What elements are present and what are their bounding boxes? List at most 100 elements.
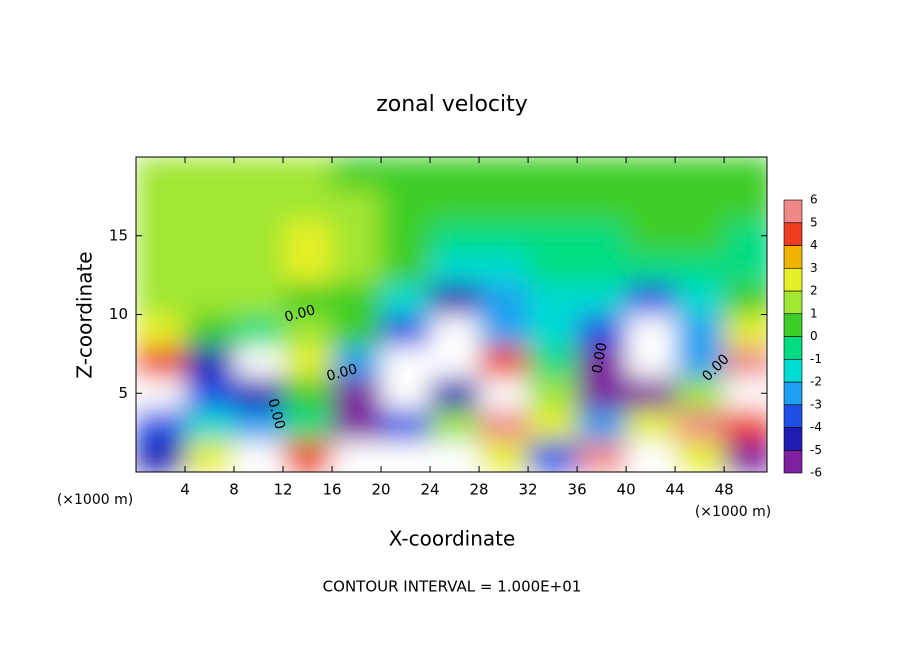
field-cell — [332, 251, 382, 284]
field-cell — [381, 346, 431, 378]
field-cell — [430, 409, 480, 441]
colorbar-label: -4 — [810, 420, 822, 434]
colorbar-label: -6 — [810, 466, 822, 480]
field-cell — [185, 377, 235, 410]
field-cell — [283, 314, 333, 347]
field-cell — [332, 157, 382, 189]
colorbar-box — [783, 313, 803, 337]
contour-label: 0.00 — [325, 361, 359, 385]
x-tick-label: 28 — [470, 481, 489, 499]
colorbar-box — [783, 336, 803, 360]
field-cell — [430, 377, 480, 410]
field-cell — [479, 346, 529, 378]
field-cell — [332, 409, 382, 441]
x-tick-label: 44 — [666, 481, 685, 499]
chart-title: zonal velocity — [376, 92, 528, 117]
field-cell — [381, 157, 431, 189]
field-cell — [136, 220, 186, 252]
x-tick-label: 20 — [372, 481, 391, 499]
colorbar-box — [783, 358, 803, 383]
field — [136, 157, 767, 472]
x-tick-label: 8 — [229, 481, 239, 499]
field-cell — [724, 440, 767, 472]
field-cell — [185, 409, 235, 441]
field-cell — [136, 346, 186, 378]
field-cell — [528, 377, 578, 410]
field-cell — [724, 188, 767, 221]
field-cell — [136, 188, 186, 221]
field-cell — [479, 314, 529, 347]
field-cell — [577, 220, 627, 252]
field-cell — [332, 346, 382, 378]
field-cell — [675, 220, 725, 252]
field-cell — [381, 409, 431, 441]
colorbar-box — [783, 199, 803, 224]
field-cell — [185, 251, 235, 284]
field-cell — [479, 283, 529, 315]
field-cell — [136, 251, 186, 284]
field-cell — [528, 188, 578, 221]
colorbar-label: -5 — [810, 443, 822, 457]
field-cell — [332, 377, 382, 410]
colorbar-label: 5 — [810, 215, 818, 229]
field-cell — [234, 440, 284, 472]
field-cell — [675, 157, 725, 189]
field-cell — [332, 188, 382, 221]
x-tick-label: 4 — [180, 481, 190, 499]
field-cell — [479, 377, 529, 410]
colorbar-label: 1 — [810, 306, 818, 320]
field-cell — [528, 220, 578, 252]
field-cell — [528, 440, 578, 472]
field-cell — [234, 251, 284, 284]
field-cell — [234, 377, 284, 410]
field-cell — [332, 220, 382, 252]
field-cell — [528, 251, 578, 284]
field-cell — [528, 283, 578, 315]
field-cell — [283, 377, 333, 410]
field-cell — [577, 251, 627, 284]
field-cell — [430, 157, 480, 189]
field-cell — [136, 377, 186, 410]
field-cell — [381, 440, 431, 472]
field-cell — [626, 314, 676, 347]
field-cell — [430, 251, 480, 284]
field-cell — [381, 283, 431, 315]
field-cell — [479, 251, 529, 284]
colorbar-box — [783, 290, 803, 315]
field-cell — [724, 314, 767, 347]
field-cell — [528, 157, 578, 189]
field-cell — [626, 409, 676, 441]
colorbar-label: 3 — [810, 261, 818, 275]
field-cell — [430, 440, 480, 472]
field-cell — [479, 157, 529, 189]
field-cell — [185, 188, 235, 221]
field-cell — [626, 377, 676, 410]
field-cell — [724, 220, 767, 252]
field-cell — [381, 188, 431, 221]
field-cell — [577, 283, 627, 315]
field-cell — [479, 440, 529, 472]
field-cell — [626, 157, 676, 189]
field-cell — [430, 346, 480, 378]
field-cell — [675, 283, 725, 315]
field-cell — [724, 409, 767, 441]
field-cell — [675, 251, 725, 284]
x-tick-label: 40 — [617, 481, 636, 499]
field-cell — [479, 188, 529, 221]
field-cell — [234, 188, 284, 221]
field-cell — [626, 251, 676, 284]
field-cell — [577, 314, 627, 347]
contour-label: 0.00 — [283, 302, 317, 326]
field-cell — [528, 346, 578, 378]
y-tick-label: 10 — [109, 305, 128, 323]
field-cell — [332, 440, 382, 472]
contour-label: 0.00 — [589, 341, 610, 374]
field-cell — [626, 220, 676, 252]
field-cell — [283, 220, 333, 252]
colorbar-box — [783, 245, 803, 269]
field-cell — [430, 314, 480, 347]
field-cell — [626, 283, 676, 315]
field-cell — [675, 440, 725, 472]
x-tick-label: 48 — [715, 481, 734, 499]
